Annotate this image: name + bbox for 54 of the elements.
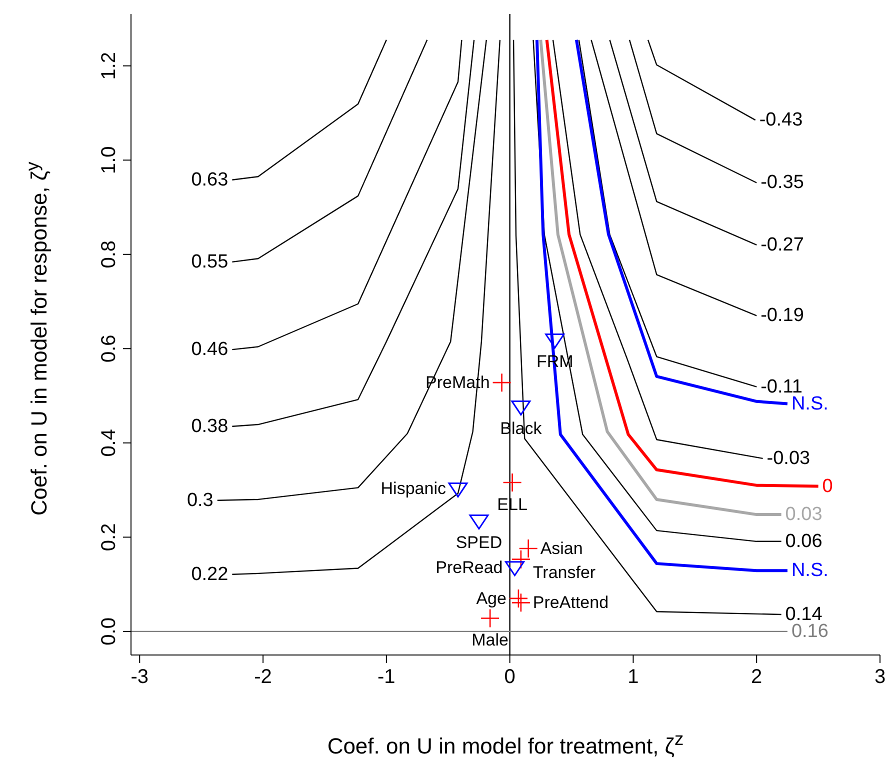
x-tick-label: 3 (874, 666, 886, 688)
line-series (232, 39, 388, 181)
point (469, 514, 489, 530)
series-label: -0.19 (760, 305, 804, 326)
series-label: 0.03 (785, 504, 822, 526)
series-label: 0.55 (191, 251, 228, 272)
point (545, 334, 565, 349)
line-series (232, 39, 462, 350)
point (508, 588, 528, 608)
series-label: -0.35 (760, 172, 804, 194)
series-label: 0.22 (191, 564, 228, 585)
series-label: -0.03 (766, 448, 810, 469)
x-tick-label: 2 (751, 666, 762, 688)
x-tick-label: 1 (628, 666, 639, 688)
point (505, 561, 525, 576)
annotation: Transfer (532, 563, 596, 582)
series-label: N.S. (791, 560, 828, 582)
series-label: -0.27 (760, 234, 804, 256)
annotation: Asian (540, 538, 583, 558)
y-tick-label: 1.2 (98, 52, 120, 80)
point (492, 372, 512, 392)
x-tick-label: 0 (504, 666, 516, 688)
annotation: PreAttend (532, 593, 609, 612)
series-label: 0 (822, 476, 833, 497)
x-tick-label: -2 (254, 666, 272, 688)
point (518, 538, 538, 558)
annotation: Age (476, 588, 506, 608)
y-tick-label: 0.8 (98, 240, 120, 268)
x-tick-label: -1 (378, 666, 396, 688)
series-label: 0.46 (191, 339, 228, 360)
y-tick-label: 0.6 (98, 334, 120, 363)
annotation: Hispanic (380, 479, 446, 498)
x-axis-title: Coef. on U in model for treatment, ζ$^{z}$ (326, 727, 685, 760)
line-series (232, 39, 428, 263)
annotation: SPED (456, 533, 502, 552)
point (511, 550, 531, 569)
series-label: 0.63 (191, 169, 228, 190)
y-tick-label: 0.2 (98, 523, 120, 552)
series-label: 0.06 (785, 530, 822, 552)
y-tick-label: 0.0 (98, 618, 120, 646)
annotation: Male (472, 630, 509, 650)
point (502, 472, 522, 492)
point (511, 593, 531, 612)
series-label: 0.38 (191, 416, 228, 437)
point (448, 482, 468, 498)
y-tick-label: 0.4 (98, 429, 120, 457)
series-label: 0.3 (186, 490, 214, 511)
annotation: PreRead (436, 558, 503, 577)
line-series (578, 39, 758, 388)
point (480, 608, 500, 628)
y-tick-label: 1.0 (98, 146, 120, 174)
point (511, 400, 531, 416)
series-label: -0.43 (759, 110, 803, 131)
x-tick-label: -3 (130, 666, 149, 688)
